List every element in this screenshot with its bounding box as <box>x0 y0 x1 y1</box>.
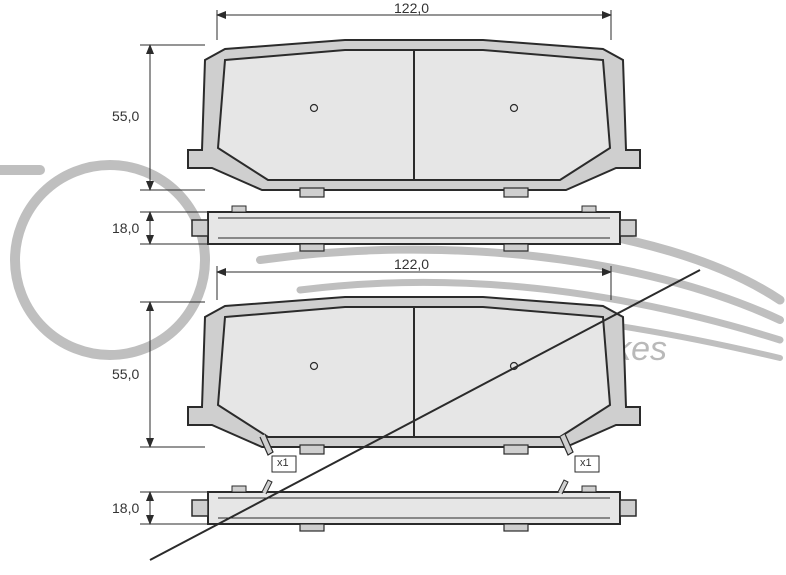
bottom-plate-edge <box>192 480 636 531</box>
label-height-top: 55,0 <box>112 108 139 124</box>
drawing-stage: brakes <box>0 0 786 575</box>
top-pad-front <box>188 40 640 197</box>
technical-drawing <box>0 0 786 575</box>
label-plate-bottom: 18,0 <box>112 500 139 516</box>
label-x1-right: x1 <box>580 457 592 469</box>
label-x1-left: x1 <box>277 457 289 469</box>
bottom-pad-front <box>188 297 640 455</box>
top-plate-edge <box>192 206 636 251</box>
label-width-mid: 122,0 <box>394 256 429 272</box>
label-width-top: 122,0 <box>394 0 429 16</box>
label-height-bottom: 55,0 <box>112 366 139 382</box>
label-plate-top: 18,0 <box>112 220 139 236</box>
